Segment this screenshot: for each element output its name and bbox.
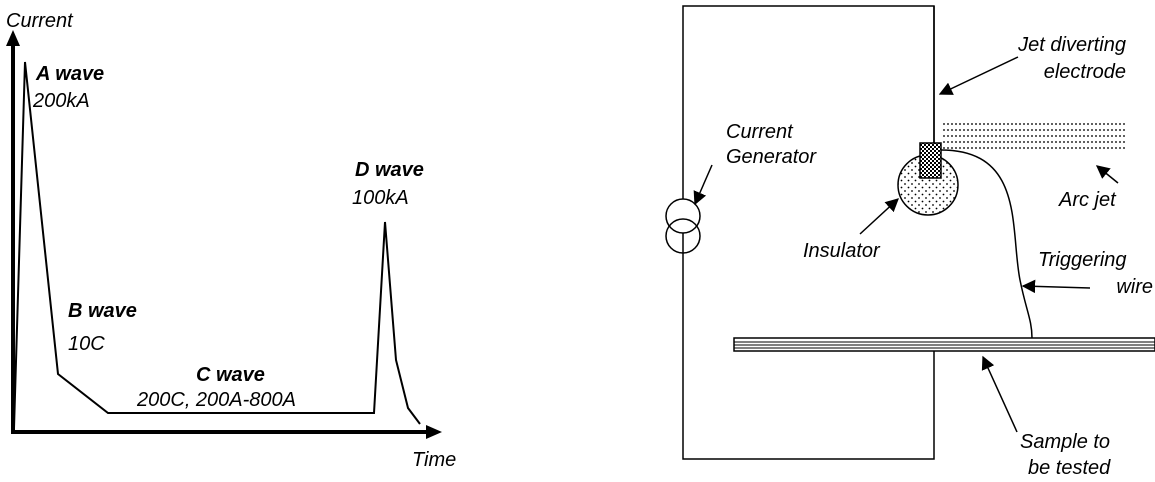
- a-wave-value: 200kA: [32, 90, 90, 112]
- triggering-wire-label-line2: wire: [1116, 276, 1153, 298]
- sample-label-line2: be tested: [1028, 457, 1111, 479]
- electrode-label-line1: Jet diverting: [1017, 34, 1126, 56]
- circuit-wire: [682, 5, 935, 460]
- x-axis-label: Time: [412, 449, 456, 471]
- current-generator-label-line1: Current: [726, 121, 794, 143]
- electrode-label-line2: electrode: [1044, 61, 1126, 83]
- arc-jet-arrow-icon: [1095, 165, 1119, 184]
- c-wave-title: C wave: [196, 364, 265, 386]
- sample-label-line1: Sample to: [1020, 431, 1110, 453]
- triggering-wire-arrow-icon: [1021, 279, 1091, 294]
- b-wave-title: B wave: [68, 300, 137, 322]
- triggering-wire: [940, 149, 1033, 339]
- insulator-label: Insulator: [803, 240, 881, 262]
- electrode-icon: [919, 142, 942, 179]
- waveform-chart: Current Time A wave 200kA B wave 10C C w…: [6, 10, 456, 471]
- a-wave-title: A wave: [35, 63, 104, 85]
- triggering-wire-label-line1: Triggering: [1038, 249, 1127, 271]
- sample-arrow-icon: [981, 355, 1018, 433]
- d-wave-value: 100kA: [352, 187, 409, 209]
- current-waveform-trace: [13, 61, 421, 429]
- electrode-arrow-icon: [938, 56, 1019, 95]
- x-axis-arrow-icon: [426, 425, 442, 439]
- b-wave-value: 10C: [68, 333, 105, 355]
- current-generator-label-line2: Generator: [726, 146, 817, 168]
- test-setup-diagram: Current Generator Jet diverting electrod…: [665, 5, 1155, 479]
- d-wave-title: D wave: [355, 159, 424, 181]
- sample-plate: [733, 337, 1155, 352]
- arc-jet-lines: [943, 123, 1125, 149]
- insulator-arrow-icon: [859, 198, 899, 235]
- y-axis-arrow-icon: [6, 30, 20, 46]
- current-generator-arrow-icon: [693, 164, 713, 206]
- current-generator-icon: [665, 198, 701, 254]
- arc-jet-label: Arc jet: [1058, 189, 1117, 211]
- y-axis-label: Current: [6, 10, 74, 32]
- c-wave-value: 200C, 200A-800A: [136, 389, 296, 411]
